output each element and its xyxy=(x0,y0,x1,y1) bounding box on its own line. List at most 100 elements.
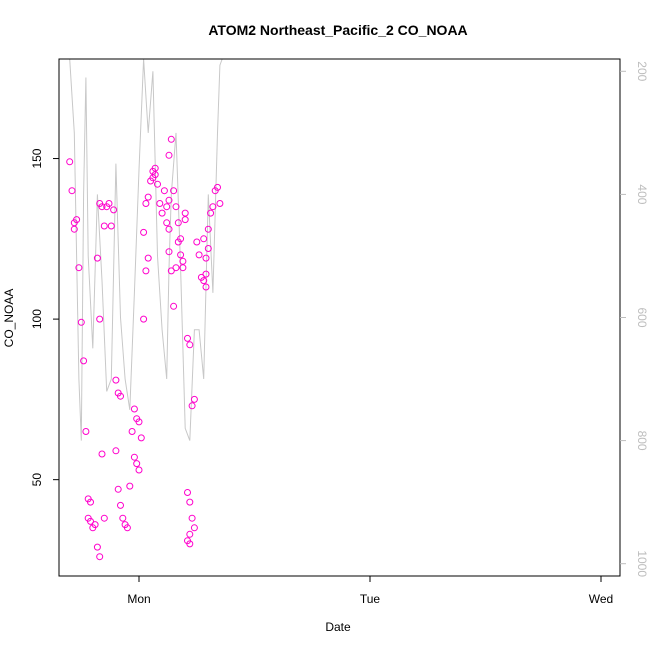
co-point-83 xyxy=(188,402,196,410)
co-point-44 xyxy=(135,466,143,474)
co-point-66 xyxy=(170,302,178,310)
co-point-14 xyxy=(91,521,99,529)
co-point-25 xyxy=(105,200,113,207)
co-point-99 xyxy=(204,225,212,233)
co-point-84 xyxy=(190,395,198,403)
co-point-65 xyxy=(167,267,175,275)
co-point-80 xyxy=(181,216,189,224)
co-point-4 xyxy=(70,225,78,233)
co-point-28 xyxy=(112,376,120,384)
co-point-42 xyxy=(130,453,138,461)
co-point-89 xyxy=(186,530,194,538)
co-point-38 xyxy=(130,405,138,413)
co-point-103 xyxy=(214,183,221,191)
co-point-1 xyxy=(68,187,76,195)
co-point-30 xyxy=(117,392,124,400)
plot-frame xyxy=(58,58,621,577)
co-point-62 xyxy=(165,196,173,204)
co-point-22 xyxy=(98,203,106,211)
co-point-49 xyxy=(140,228,148,236)
pressure-line-segment-0 xyxy=(69,58,223,441)
co-point-67 xyxy=(165,248,173,256)
co-point-40 xyxy=(135,418,143,426)
co-point-73 xyxy=(165,151,173,159)
co-point-37 xyxy=(126,482,134,490)
co-point-27 xyxy=(110,206,118,214)
co-point-20 xyxy=(100,514,108,522)
co-point-50 xyxy=(142,200,150,207)
co-point-15 xyxy=(93,543,101,551)
x-tick-label-mon: Mon xyxy=(127,592,150,606)
co-point-79 xyxy=(179,264,187,272)
co-point-63 xyxy=(163,219,171,227)
co-point-8 xyxy=(82,428,90,435)
co-point-33 xyxy=(117,501,124,509)
co-point-75 xyxy=(170,187,178,195)
co-point-7 xyxy=(80,357,88,365)
co-point-93 xyxy=(195,251,203,259)
x-tick-label-wed: Wed xyxy=(589,592,613,606)
co-point-87 xyxy=(188,514,196,522)
y2-tick-label-400: 400 xyxy=(635,184,649,204)
chart-title: ATOM2 Northeast_Pacific_2 CO_NOAA xyxy=(208,22,467,38)
co-point-72 xyxy=(181,209,189,217)
co-point-68 xyxy=(172,264,180,272)
y-tick-label-50: 50 xyxy=(30,473,44,487)
co-point-81 xyxy=(184,334,191,342)
co-points-layer xyxy=(66,135,224,561)
co-point-6 xyxy=(77,318,85,326)
x-tick-label-tue: Tue xyxy=(360,592,381,606)
co-point-76 xyxy=(172,203,180,211)
x-axis-label: Date xyxy=(325,620,351,634)
co-point-106 xyxy=(202,270,210,278)
co-point-78 xyxy=(177,235,185,243)
y2-tick-label-1000: 1000 xyxy=(635,550,649,577)
co-point-51 xyxy=(144,193,152,201)
y2-tick-label-800: 800 xyxy=(635,431,649,451)
y-tick-label-100: 100 xyxy=(30,309,44,329)
co-point-58 xyxy=(156,200,164,207)
co-point-5 xyxy=(75,264,83,272)
co-point-12 xyxy=(87,517,94,525)
co-point-105 xyxy=(204,245,212,252)
pressure-line-layer xyxy=(69,58,223,441)
co-point-48 xyxy=(144,254,152,262)
co-point-34 xyxy=(119,514,127,522)
co-point-60 xyxy=(160,187,168,195)
co-point-101 xyxy=(209,203,217,211)
co-point-91 xyxy=(186,540,194,548)
co-point-56 xyxy=(151,171,159,179)
co-point-59 xyxy=(158,209,166,217)
co-point-23 xyxy=(100,222,108,230)
co-point-64 xyxy=(165,225,173,233)
co-point-17 xyxy=(93,254,101,262)
y-tick-label-150: 150 xyxy=(30,148,44,168)
co-point-70 xyxy=(177,251,185,259)
co-point-41 xyxy=(137,434,145,442)
co-point-104 xyxy=(216,200,224,207)
co-point-88 xyxy=(190,524,198,532)
co-point-10 xyxy=(87,498,94,506)
co-point-26 xyxy=(107,222,115,230)
co-point-74 xyxy=(167,135,175,143)
co-point-96 xyxy=(202,283,210,291)
co-point-18 xyxy=(96,315,104,323)
co-point-82 xyxy=(186,341,194,349)
y2-tick-label-200: 200 xyxy=(635,61,649,81)
co-point-3 xyxy=(73,216,81,224)
co-point-85 xyxy=(184,489,191,496)
y-axis: 50 100 150 xyxy=(30,148,59,486)
co-point-47 xyxy=(142,267,150,275)
co-point-77 xyxy=(174,219,182,227)
co-point-32 xyxy=(114,485,122,493)
co-point-100 xyxy=(207,209,215,217)
co-point-57 xyxy=(154,180,161,188)
co-point-97 xyxy=(200,235,208,243)
co-point-61 xyxy=(163,203,171,211)
co-point-43 xyxy=(133,460,141,468)
co-point-98 xyxy=(202,254,210,262)
co-point-92 xyxy=(193,238,201,246)
co-point-45 xyxy=(128,428,136,435)
co-point-31 xyxy=(112,447,120,455)
